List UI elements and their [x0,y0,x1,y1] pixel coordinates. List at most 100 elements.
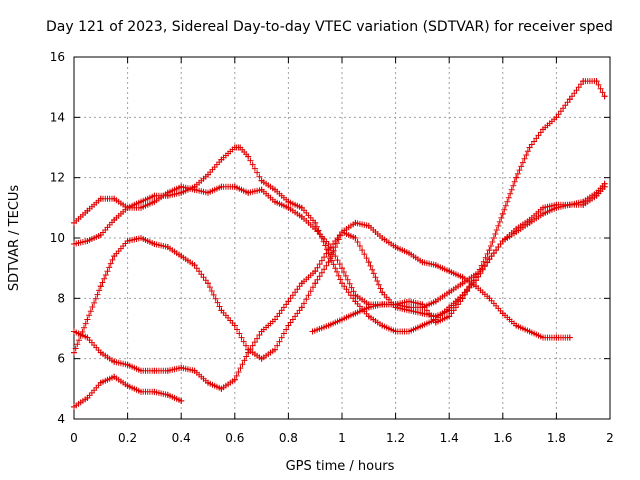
data-point [272,346,278,353]
data-point [245,346,252,353]
data-point [432,262,439,269]
data-point [138,367,144,374]
data-point [580,201,587,208]
data-point [312,219,319,226]
data-point [566,334,573,341]
data-point [406,304,412,311]
data-point [339,280,345,287]
data-point [513,322,520,329]
data-point [245,153,252,160]
data-point [540,204,546,211]
data-point [218,156,225,163]
series-track-e [71,78,608,335]
data-point [379,289,386,296]
x-tick-label: 1.8 [547,431,566,445]
data-point [325,250,332,257]
y-axis-label: SDTVAR / TECUs [7,185,22,292]
data-point [272,186,278,193]
data-point [459,292,466,299]
data-point [553,204,560,211]
data-point [339,316,345,323]
data-point [84,334,91,341]
data-point [84,238,91,245]
y-tick-label: 16 [50,50,65,64]
data-point [446,289,453,296]
data-point [352,235,359,241]
x-tick-label: 0 [70,431,78,445]
data-point [526,328,533,335]
chart-title: Day 121 of 2023, Sidereal Day-to-day VTE… [46,19,613,35]
data-point [406,328,412,335]
data-point [111,195,118,202]
data-point [446,313,453,320]
data-point [406,250,412,257]
data-point [339,228,345,235]
data-point [124,361,131,368]
data-point [97,283,104,290]
data-point [419,322,426,329]
data-point [151,198,158,205]
y-tick-label: 4 [57,412,65,426]
data-point [111,358,118,365]
x-tick-label: 1.6 [493,431,512,445]
data-point [151,241,158,248]
data-point [593,78,600,85]
data-point [138,198,144,205]
data-point [285,198,292,205]
data-point [419,304,426,311]
data-point [205,189,211,196]
data-point [272,198,278,205]
data-point [312,280,319,287]
data-point [138,235,144,241]
data-point [446,268,453,275]
data-point [379,235,386,241]
data-point [258,186,265,193]
data-point [71,403,77,410]
data-point [191,367,198,374]
data-point [486,295,493,302]
data-point [285,204,292,211]
data-point [245,189,252,196]
data-point [71,219,77,226]
data-point [419,259,426,266]
data-point [566,96,573,103]
data-point [237,144,244,151]
data-point [499,310,506,317]
data-point [124,238,131,245]
data-point [124,204,131,211]
data-point [325,259,332,266]
data-point [392,244,399,251]
data-point [365,259,372,266]
data-point [151,367,158,374]
data-point [446,304,453,311]
data-point [513,174,520,181]
data-point [178,364,185,371]
data-point [111,216,118,223]
data-point [352,219,359,226]
data-point [406,298,412,305]
data-point [178,253,185,260]
data-point [97,195,104,202]
data-point [392,328,399,335]
series-track-f [309,271,479,335]
data-point [392,301,399,308]
data-point [352,310,359,317]
data-point [178,189,185,196]
data-point [513,228,520,235]
data-point [205,171,211,178]
data-point [164,244,171,251]
data-point [365,304,372,311]
data-point [84,394,91,401]
x-tick-label: 0.4 [172,431,191,445]
data-point [540,126,546,133]
data-point [71,241,77,248]
x-tick-label: 1 [338,431,346,445]
data-point [325,241,332,248]
data-point [499,210,506,217]
data-point [419,310,426,317]
data-point [339,265,345,272]
data-point [432,298,439,305]
data-point [593,192,600,199]
data-point [352,298,359,305]
